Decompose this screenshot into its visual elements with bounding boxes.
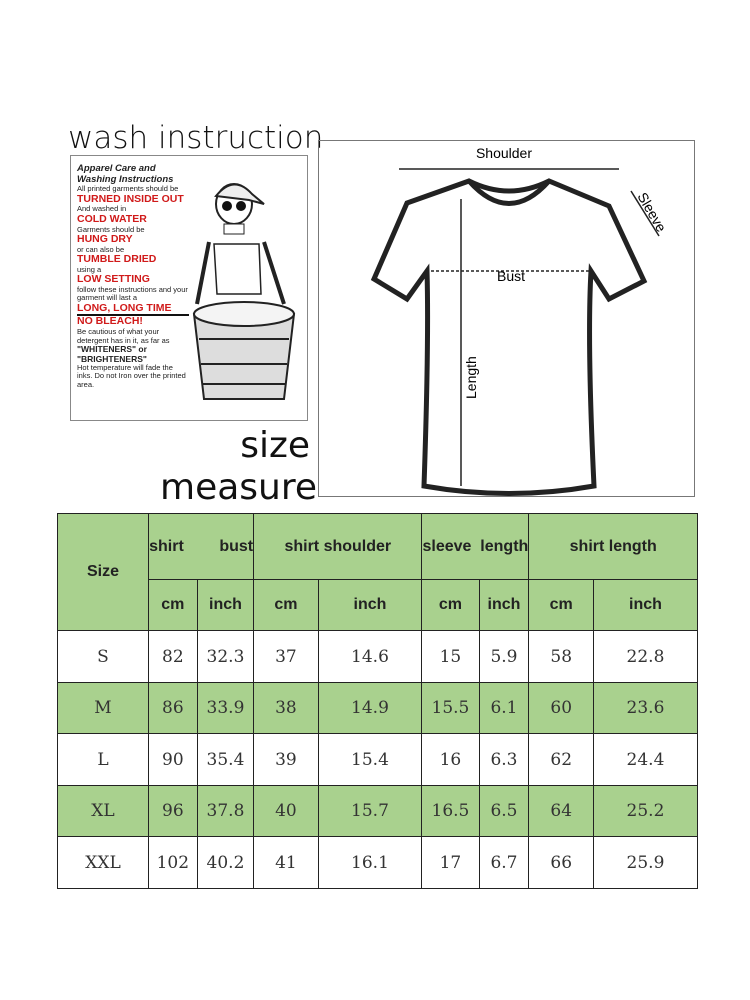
sleeve-label: Sleeve: [634, 190, 669, 235]
header-bust: shirt bust: [147, 513, 255, 580]
value-cell: 16.1: [317, 836, 423, 889]
size-cell: L: [57, 733, 149, 786]
unit-header: inch: [592, 579, 699, 631]
value-cell: 41: [253, 836, 319, 889]
value-cell: 22.8: [592, 630, 699, 683]
value-cell: 35.4: [196, 733, 255, 786]
care-line: "BRIGHTENERS": [77, 353, 147, 364]
value-cell: 58: [528, 630, 594, 683]
value-cell: 6.3: [478, 733, 530, 786]
bust-label: Bust: [497, 268, 525, 284]
header-sleeve: sleeve length: [421, 513, 530, 580]
value-cell: 37.8: [196, 785, 255, 837]
care-line: using a: [77, 264, 102, 274]
length-label: Length: [463, 356, 479, 399]
care-line: or can also be: [77, 244, 125, 254]
header-size: Size: [57, 513, 149, 631]
unit-header: inch: [317, 579, 423, 631]
shoulder-label: Shoulder: [476, 145, 532, 161]
unit-header: cm: [528, 579, 594, 631]
care-line: All printed garments should be: [77, 184, 179, 194]
care-line: NO BLEACH!: [77, 315, 143, 328]
unit-header: inch: [478, 579, 530, 631]
table-row: M 86 33.9 38 14.9 15.5 6.1 60 23.6: [57, 682, 699, 734]
value-cell: 15.7: [317, 785, 423, 837]
care-line: COLD WATER: [77, 212, 147, 225]
care-line: Garments should be: [77, 224, 145, 234]
value-cell: 6.5: [478, 785, 530, 837]
care-line: "WHITENERS" or: [77, 344, 147, 355]
value-cell: 82: [148, 630, 198, 683]
table-row: S 82 32.3 37 14.6 15 5.9 58 22.8: [57, 630, 699, 683]
value-cell: 33.9: [196, 682, 255, 734]
value-cell: 14.9: [317, 682, 423, 734]
value-cell: 23.6: [592, 682, 699, 734]
value-cell: 15.4: [317, 733, 423, 786]
care-line: Apparel Care and: [77, 163, 156, 174]
unit-header: cm: [421, 579, 480, 631]
size-measure-title: size measure: [160, 425, 318, 509]
value-cell: 15.5: [421, 682, 480, 734]
care-line: Hot temperature will fade the inks. Do n…: [77, 363, 186, 389]
value-cell: 24.4: [592, 733, 699, 786]
value-cell: 15: [421, 630, 480, 683]
value-cell: 62: [528, 733, 594, 786]
value-cell: 40.2: [196, 836, 255, 889]
care-line: LONG, LONG TIME: [77, 302, 189, 317]
header-shoulder: shirt shoulder: [253, 513, 423, 580]
value-cell: 16: [421, 733, 480, 786]
care-line: And washed in: [77, 204, 127, 214]
value-cell: 96: [148, 785, 198, 837]
care-instructions-text: Apparel Care and Washing Instructions All …: [77, 163, 189, 389]
value-cell: 38: [253, 682, 319, 734]
table-row: XL 96 37.8 40 15.7 16.5 6.5 64 25.2: [57, 785, 699, 837]
care-line: Washing Instructions: [77, 173, 174, 185]
header-length: shirt length: [528, 513, 698, 580]
value-cell: 6.7: [478, 836, 530, 889]
size-cell: XL: [57, 785, 149, 837]
value-cell: 39: [253, 733, 319, 786]
value-cell: 66: [528, 836, 594, 889]
value-cell: 25.9: [592, 836, 699, 889]
tshirt-outline: Shoulder Bust Length Sleeve: [370, 145, 670, 496]
table-row: XXL 102 40.2 41 16.1 17 6.7 66 25.9: [57, 836, 699, 889]
skeleton-washing-illustration: [192, 183, 296, 400]
value-cell: 64: [528, 785, 594, 837]
value-cell: 6.1: [478, 682, 530, 734]
value-cell: 14.6: [317, 630, 423, 683]
size-cell: XXL: [57, 836, 149, 889]
tshirt-measurement-diagram: Shoulder Bust Length Sleeve: [318, 140, 695, 497]
size-measure-line-1: size: [240, 425, 310, 466]
care-line: HUNG DRY: [77, 232, 133, 245]
value-cell: 102: [148, 836, 198, 889]
value-cell: 5.9: [478, 630, 530, 683]
wash-instruction-title: wash instruction: [68, 120, 324, 156]
care-line: LOW SETTING: [77, 273, 150, 286]
unit-header: cm: [253, 579, 319, 631]
value-cell: 86: [148, 682, 198, 734]
unit-header: inch: [196, 579, 255, 631]
size-cell: S: [57, 630, 149, 683]
care-line: Be cautious of what your detergent has i…: [77, 327, 170, 345]
value-cell: 17: [421, 836, 480, 889]
table-row: L 90 35.4 39 15.4 16 6.3 62 24.4: [57, 733, 699, 786]
size-chart-table: Size shirt bust shirt shoulder sleeve le…: [57, 513, 699, 889]
value-cell: 16.5: [421, 785, 480, 837]
care-line: TURNED INSIDE OUT: [77, 192, 184, 205]
value-cell: 60: [528, 682, 594, 734]
care-line: TUMBLE DRIED: [77, 253, 157, 266]
value-cell: 40: [253, 785, 319, 837]
unit-header: cm: [148, 579, 198, 631]
value-cell: 37: [253, 630, 319, 683]
care-label-image: Apparel Care and Washing Instructions All …: [70, 155, 308, 421]
size-cell: M: [57, 682, 149, 734]
value-cell: 32.3: [196, 630, 255, 683]
value-cell: 90: [148, 733, 198, 786]
value-cell: 25.2: [592, 785, 699, 837]
size-measure-line-2: measure: [160, 467, 318, 508]
care-line: follow these instructions and your garme…: [77, 284, 188, 303]
